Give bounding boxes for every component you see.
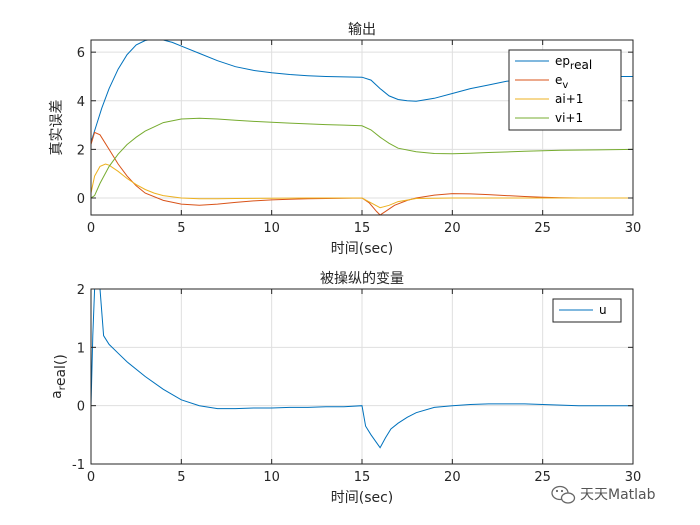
x-tick-label: 15	[354, 470, 371, 485]
y-tick-label: 0	[77, 192, 85, 207]
x-tick-label: 20	[444, 221, 461, 236]
y-tick-label: 1	[77, 341, 85, 356]
watermark-text: 天天Matlab	[580, 487, 656, 503]
y-tick-label: 6	[77, 46, 85, 61]
x-tick-label: 15	[354, 221, 371, 236]
watermark: 天天Matlab	[551, 485, 656, 504]
x-axis-label: 时间(sec)	[331, 241, 394, 257]
x-tick-label: 10	[263, 470, 280, 485]
wechat-icon	[551, 485, 576, 504]
x-tick-label: 0	[87, 470, 95, 485]
x-tick-label: 0	[87, 221, 95, 236]
chart-title: 输出	[348, 22, 376, 38]
y-tick-label: 2	[77, 143, 85, 158]
x-tick-label: 25	[534, 221, 551, 236]
series-line-3	[91, 117, 633, 199]
y-axis-label: areal()	[49, 354, 69, 399]
x-tick-label: 5	[177, 470, 185, 485]
series-group	[91, 289, 633, 449]
chart-title: 被操纵的变量	[320, 271, 404, 287]
y-tick-label: -1	[72, 458, 85, 473]
x-tick-label: 30	[625, 221, 642, 236]
y-axis-label: 真实误差	[49, 100, 65, 156]
y-tick-label: 0	[77, 400, 85, 415]
y-tick-label: 2	[77, 283, 85, 298]
legend-box	[508, 49, 622, 131]
legend-entry: ai+1	[555, 92, 583, 106]
x-tick-label: 30	[625, 470, 642, 485]
x-axis-label: 时间(sec)	[331, 490, 394, 506]
legend-entry: epreal	[555, 54, 592, 72]
series-line-2	[91, 163, 633, 209]
legend-entry: ev	[555, 73, 568, 91]
y-tick-label: 4	[77, 95, 85, 110]
x-tick-label: 25	[534, 470, 551, 485]
series-line-0	[91, 289, 633, 449]
legend-entry: vi+1	[555, 111, 583, 125]
legend: u	[552, 298, 622, 323]
x-tick-label: 10	[263, 221, 280, 236]
x-tick-label: 20	[444, 470, 461, 485]
x-tick-label: 5	[177, 221, 185, 236]
legend-entry: u	[599, 303, 607, 317]
